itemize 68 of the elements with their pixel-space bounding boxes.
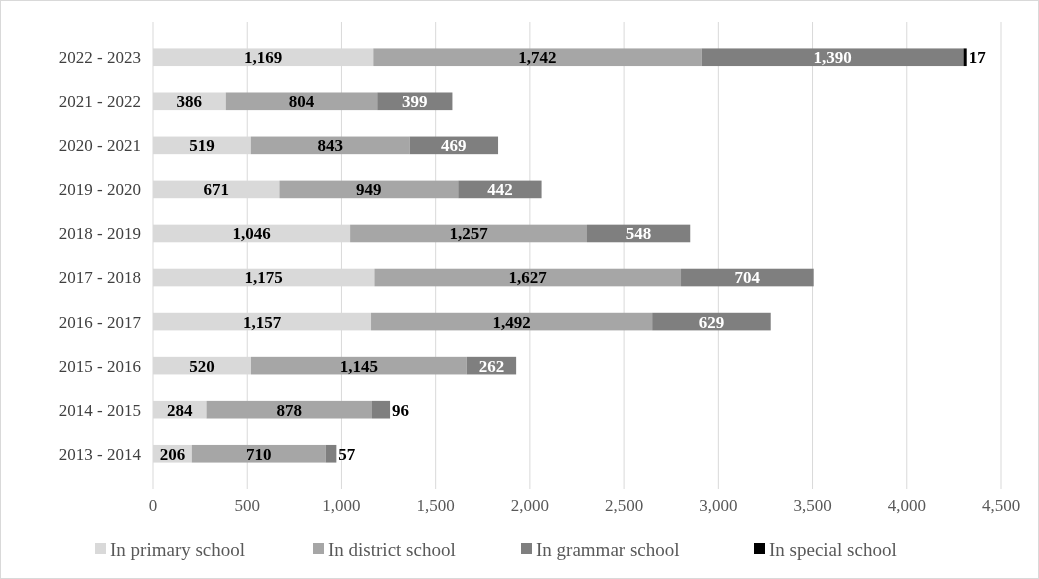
data-label: 1,169 (244, 48, 283, 68)
data-label: 804 (288, 92, 315, 112)
bar (350, 224, 587, 243)
y-tick-label: 2019 - 2020 (58, 180, 141, 200)
y-tick-label: 2015 - 2016 (58, 356, 141, 376)
bar (325, 444, 337, 463)
legend-label: In special school (769, 538, 897, 560)
data-label: 629 (698, 312, 725, 332)
data-label: 671 (203, 180, 229, 200)
y-tick-label: 2022 - 2023 (58, 48, 141, 68)
bar (191, 444, 326, 463)
x-tick-label: 4,000 (887, 496, 926, 515)
y-tick-label: 2017 - 2018 (58, 268, 141, 288)
bar (373, 48, 702, 67)
y-tick-label: 2013 - 2014 (58, 444, 142, 464)
y-tick-label: 2014 - 2015 (58, 400, 141, 420)
x-tick-label: 2,000 (510, 496, 550, 515)
data-label: 442 (487, 180, 513, 200)
data-label: 57 (338, 444, 356, 464)
y-tick-label: 2016 - 2017 (58, 312, 142, 332)
data-label: 843 (317, 136, 343, 156)
data-label: 96 (392, 400, 410, 420)
x-tick-label: 2,500 (604, 496, 644, 515)
bar (250, 356, 467, 375)
data-label: 1,145 (339, 356, 378, 376)
data-label: 284 (167, 400, 194, 420)
data-label: 949 (356, 180, 382, 200)
data-label: 520 (189, 356, 215, 376)
x-tick-label: 3,500 (793, 496, 832, 515)
data-label: 1,046 (232, 224, 271, 244)
data-label: 704 (734, 268, 761, 288)
data-label: 399 (402, 92, 428, 112)
bar (371, 312, 653, 331)
y-tick-label: 2021 - 2022 (58, 92, 141, 112)
data-label: 1,390 (813, 48, 852, 68)
bar (963, 48, 967, 67)
data-label: 1,742 (518, 48, 557, 68)
bar (701, 48, 964, 67)
data-label: 1,175 (244, 268, 283, 288)
x-tick-label: 1,500 (416, 496, 455, 515)
legend-label: In grammar school (536, 538, 680, 560)
bar (374, 268, 682, 287)
x-tick-label: 0 (148, 496, 158, 515)
bar (206, 400, 372, 419)
y-tick-label: 2020 - 2021 (58, 136, 141, 156)
x-tick-label: 4,500 (981, 496, 1021, 515)
y-tick-label: 2018 - 2019 (58, 224, 141, 244)
data-label: 386 (176, 92, 203, 112)
bar (279, 180, 459, 199)
bar (225, 92, 378, 111)
x-tick-label: 3,000 (699, 496, 738, 515)
data-label: 1,627 (508, 268, 548, 288)
data-label: 519 (189, 136, 215, 156)
data-label: 1,257 (449, 224, 489, 244)
data-label: 710 (245, 444, 272, 464)
bar (371, 400, 391, 419)
legend-label: In primary school (110, 538, 246, 560)
legend-label: In district school (328, 538, 456, 560)
data-label: 17 (968, 48, 987, 68)
data-label: 1,492 (492, 312, 531, 332)
data-label: 878 (276, 400, 302, 420)
data-label: 469 (441, 136, 467, 156)
x-tick-label: 500 (234, 496, 260, 515)
data-label: 548 (625, 224, 652, 244)
x-tick-label: 1,000 (322, 496, 361, 515)
data-label: 262 (478, 356, 505, 376)
data-label: 1,157 (242, 312, 282, 332)
data-label: 206 (159, 444, 186, 464)
